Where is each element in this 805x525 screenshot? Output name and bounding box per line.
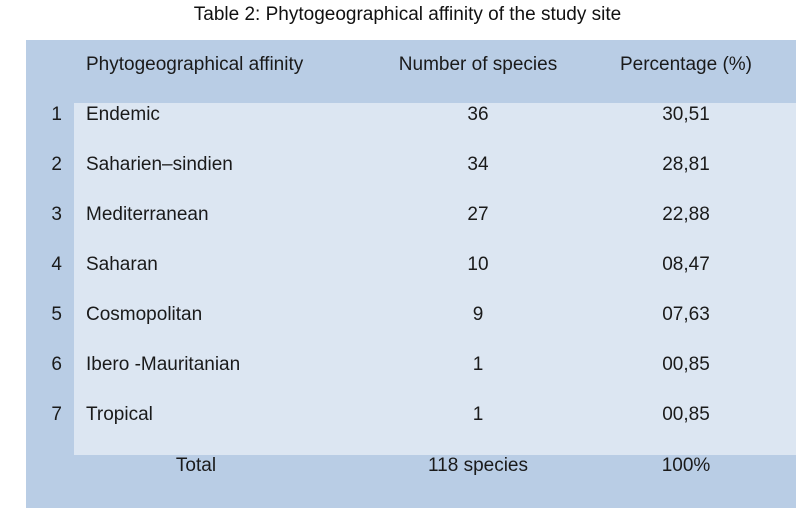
table-row: 6 Ibero -Mauritanian 1 00,85 bbox=[26, 340, 796, 390]
table-row: 3 Mediterranean 27 22,88 bbox=[26, 190, 796, 240]
row-affinity: Tropical bbox=[86, 404, 153, 425]
row-count: 10 bbox=[467, 254, 489, 275]
row-count: 27 bbox=[467, 204, 489, 225]
row-count: 36 bbox=[467, 104, 489, 125]
row-percentage: 28,81 bbox=[662, 154, 710, 175]
table-row: 2 Saharien–sindien 34 28,81 bbox=[26, 140, 796, 190]
row-count: 34 bbox=[467, 154, 489, 175]
table-header-row: Phytogeographical affinity Number of spe… bbox=[26, 40, 796, 90]
table-body-panel bbox=[74, 103, 796, 455]
row-affinity: Mediterranean bbox=[86, 204, 209, 225]
affinity-table: Phytogeographical affinity Number of spe… bbox=[26, 40, 796, 508]
header-affinity: Phytogeographical affinity bbox=[86, 54, 304, 75]
row-number: 4 bbox=[51, 254, 62, 275]
row-affinity: Cosmopolitan bbox=[86, 304, 203, 325]
total-label: Total bbox=[175, 455, 217, 476]
row-percentage: 00,85 bbox=[662, 404, 710, 425]
table-row: 7 Tropical 1 00,85 bbox=[26, 390, 796, 440]
total-percentage: 100% bbox=[661, 455, 711, 476]
table-row: 5 Cosmopolitan 9 07,63 bbox=[26, 290, 796, 340]
row-number: 1 bbox=[51, 104, 62, 125]
row-number: 6 bbox=[51, 354, 62, 375]
row-count: 1 bbox=[472, 404, 484, 425]
table-total-row: Total 118 species 100% bbox=[26, 441, 796, 491]
row-count: 1 bbox=[472, 354, 484, 375]
row-percentage: 30,51 bbox=[662, 104, 710, 125]
row-percentage: 00,85 bbox=[662, 354, 710, 375]
header-count: Number of species bbox=[398, 54, 558, 75]
row-number: 2 bbox=[51, 154, 62, 175]
row-percentage: 22,88 bbox=[662, 204, 710, 225]
row-percentage: 07,63 bbox=[662, 304, 710, 325]
header-percentage: Percentage (%) bbox=[619, 54, 752, 75]
table-row: 4 Saharan 10 08,47 bbox=[26, 240, 796, 290]
row-number: 3 bbox=[51, 204, 62, 225]
row-affinity: Saharan bbox=[86, 254, 158, 275]
table-caption: Table 2: Phytogeographical affinity of t… bbox=[193, 4, 622, 25]
total-count: 118 species bbox=[428, 455, 528, 476]
row-number: 5 bbox=[51, 304, 62, 325]
row-affinity: Ibero -Mauritanian bbox=[86, 354, 241, 375]
row-affinity: Endemic bbox=[86, 104, 160, 125]
row-number: 7 bbox=[51, 404, 62, 425]
table-row: 1 Endemic 36 30,51 bbox=[26, 90, 796, 140]
row-count: 9 bbox=[472, 304, 484, 325]
row-percentage: 08,47 bbox=[662, 254, 710, 275]
row-affinity: Saharien–sindien bbox=[86, 154, 233, 175]
